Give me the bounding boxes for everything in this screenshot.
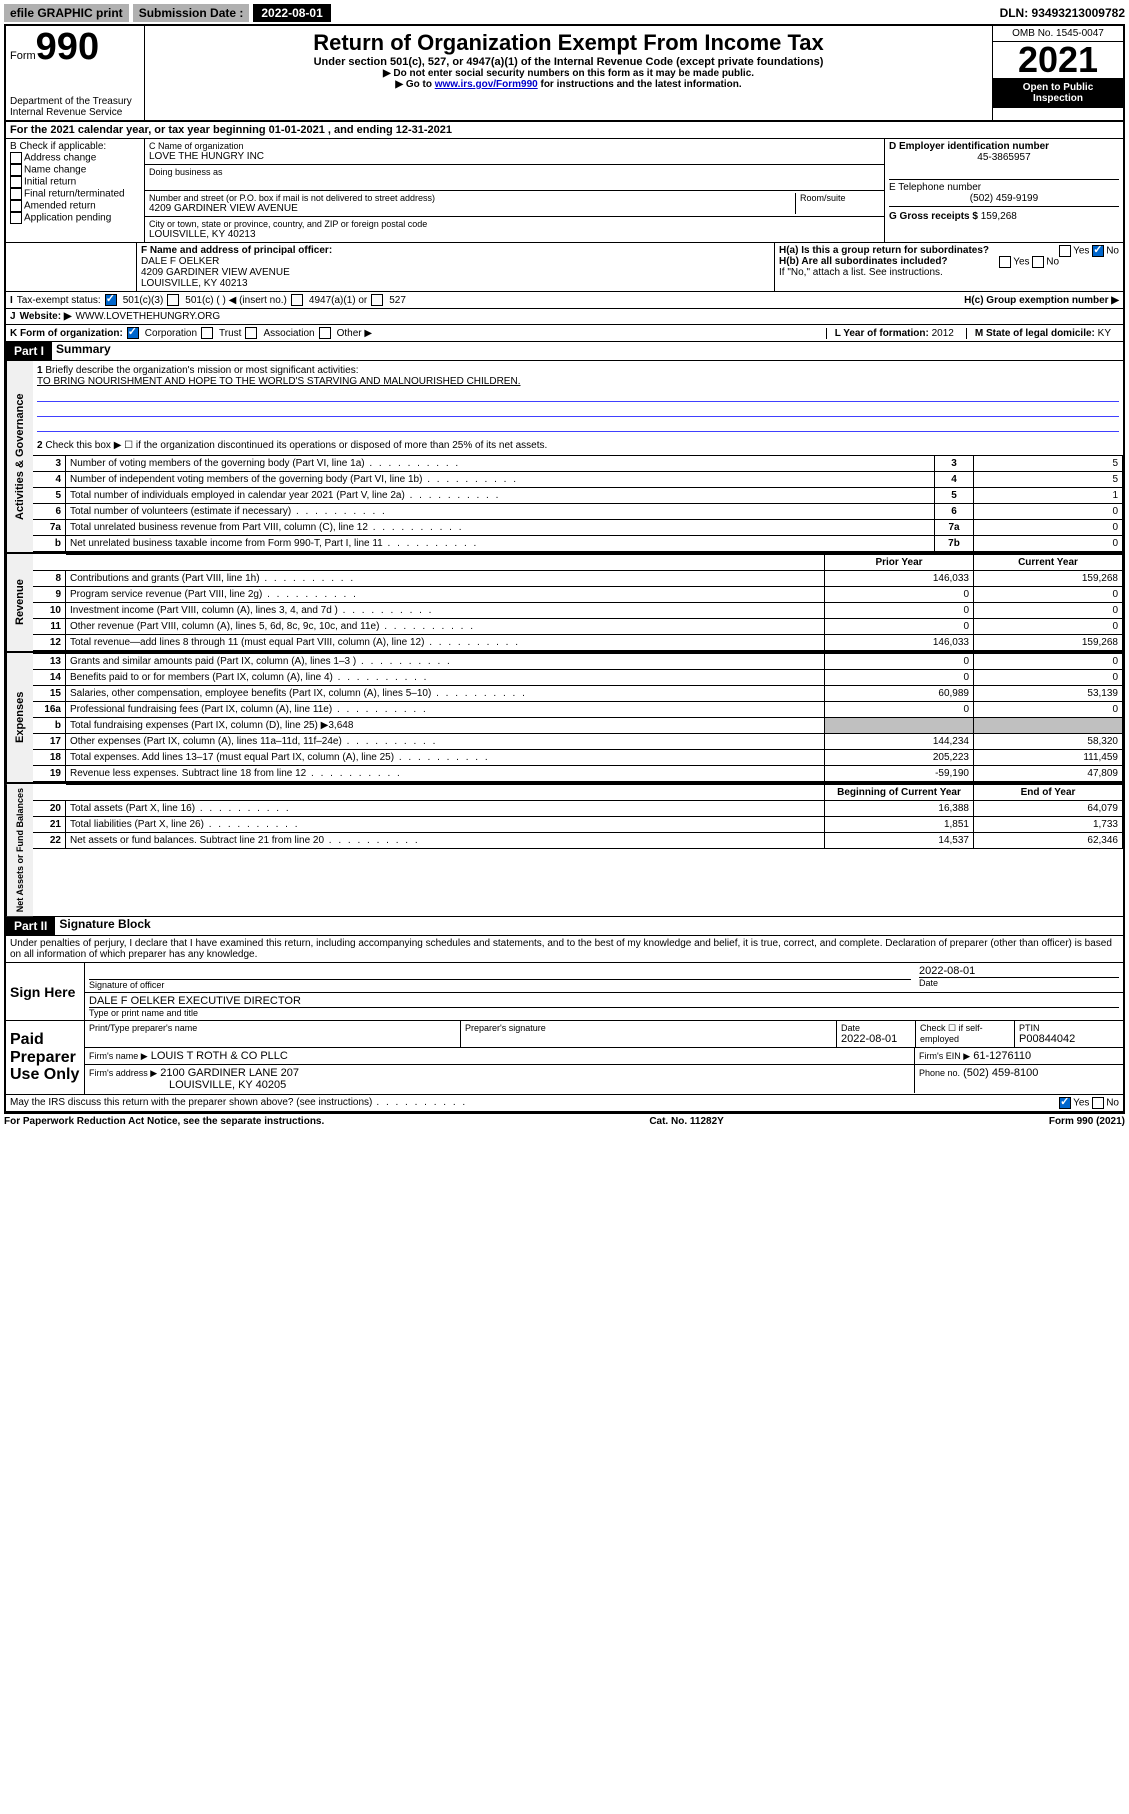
trust-checkbox[interactable] (201, 327, 213, 339)
ein: 45-3865957 (889, 152, 1119, 163)
discuss-yes-checkbox[interactable] (1059, 1097, 1071, 1109)
vert-expenses: Expenses (6, 653, 33, 782)
top-bar: efile GRAPHIC print Submission Date : 20… (4, 4, 1125, 22)
vert-revenue: Revenue (6, 554, 33, 651)
hb-no-checkbox[interactable] (1032, 256, 1044, 268)
inspection-label: Open to PublicInspection (993, 78, 1123, 108)
part-1-governance: Activities & Governance 1 Briefly descri… (6, 361, 1123, 554)
form-note-2: ▶ Go to www.irs.gov/Form990 for instruct… (149, 79, 988, 90)
527-checkbox[interactable] (371, 294, 383, 306)
other-checkbox[interactable] (319, 327, 331, 339)
firm-phone: (502) 459-8100 (963, 1067, 1038, 1079)
officer-name: DALE F OELKER (141, 256, 770, 267)
501c3-checkbox[interactable] (105, 294, 117, 306)
ha-no-checkbox[interactable] (1092, 245, 1104, 257)
sig-date: 2022-08-01 (919, 965, 1119, 977)
col-b-checkboxes: B Check if applicable: Address change Na… (6, 139, 145, 242)
part-1-header: Part I (6, 342, 52, 360)
col-d-numbers: D Employer identification number 45-3865… (885, 139, 1123, 242)
irs-label: Internal Revenue Service (10, 107, 140, 118)
firm-name: LOUIS T ROTH & CO PLLC (151, 1050, 288, 1062)
assoc-checkbox[interactable] (245, 327, 257, 339)
form-title: Return of Organization Exempt From Incom… (149, 30, 988, 56)
part-2-header-row: Part II Signature Block (6, 917, 1123, 936)
org-street: 4209 GARDINER VIEW AVENUE (149, 203, 795, 214)
form-header: Form990 Department of the Treasury Inter… (6, 26, 1123, 122)
paid-preparer-block: Paid Preparer Use Only Print/Type prepar… (6, 1021, 1123, 1095)
discuss-no-checkbox[interactable] (1092, 1097, 1104, 1109)
phone: (502) 459-9199 (889, 193, 1119, 204)
row-j-website: J Website: ▶ WWW.LOVETHEHUNGRY.ORG (6, 309, 1123, 325)
revenue-table: Prior YearCurrent Year8Contributions and… (33, 554, 1123, 651)
info-grid: B Check if applicable: Address change Na… (6, 139, 1123, 243)
form-number: 990 (36, 26, 99, 68)
mission-text: TO BRING NOURISHMENT AND HOPE TO THE WOR… (37, 376, 520, 387)
tax-year: 2021 (993, 42, 1123, 78)
part-1-header-row: Part I Summary (6, 342, 1123, 361)
form-title-box: Return of Organization Exempt From Incom… (145, 26, 992, 120)
row-i-status: I Tax-exempt status: 501(c)(3) 501(c) ( … (6, 292, 1123, 309)
col-c-org-info: C Name of organization LOVE THE HUNGRY I… (145, 139, 885, 242)
corp-checkbox[interactable] (127, 327, 139, 339)
part-2-header: Part II (6, 917, 55, 935)
form-container: Form990 Department of the Treasury Inter… (4, 24, 1125, 1114)
name-change-checkbox[interactable] (10, 164, 22, 176)
final-return-checkbox[interactable] (10, 188, 22, 200)
year-formation: 2012 (932, 328, 954, 339)
dln: DLN: 93493213009782 (1000, 6, 1125, 20)
part-1-net: Net Assets or Fund Balances Beginning of… (6, 784, 1123, 917)
org-name: LOVE THE HUNGRY INC (149, 151, 880, 162)
page-footer: For Paperwork Reduction Act Notice, see … (4, 1114, 1125, 1129)
efile-label: efile GRAPHIC print (4, 4, 129, 22)
officer-name-title: DALE F OELKER EXECUTIVE DIRECTOR (89, 995, 1119, 1007)
vert-governance: Activities & Governance (6, 361, 33, 552)
gross-receipts: 159,268 (981, 211, 1017, 222)
vert-net-assets: Net Assets or Fund Balances (6, 784, 33, 916)
ha-yes-checkbox[interactable] (1059, 245, 1071, 257)
part-1-revenue: Revenue Prior YearCurrent Year8Contribut… (6, 554, 1123, 653)
org-city: LOUISVILLE, KY 40213 (149, 229, 880, 240)
submission-date: 2022-08-01 (253, 4, 330, 22)
initial-return-checkbox[interactable] (10, 176, 22, 188)
form-id-box: Form990 Department of the Treasury Inter… (6, 26, 145, 120)
firm-ein: 61-1276110 (973, 1050, 1031, 1062)
4947-checkbox[interactable] (291, 294, 303, 306)
part-1-expenses: Expenses 13Grants and similar amounts pa… (6, 653, 1123, 784)
501c-checkbox[interactable] (167, 294, 179, 306)
form-subtitle: Under section 501(c), 527, or 4947(a)(1)… (149, 56, 988, 68)
net-assets-table: Beginning of Current YearEnd of Year20To… (33, 784, 1123, 849)
state-domicile: KY (1098, 328, 1111, 339)
addr-change-checkbox[interactable] (10, 152, 22, 164)
row-k-form-org: K Form of organization: Corporation Trus… (6, 325, 1123, 342)
hb-yes-checkbox[interactable] (999, 256, 1011, 268)
may-irs-discuss: May the IRS discuss this return with the… (6, 1095, 1123, 1112)
perjury-declaration: Under penalties of perjury, I declare th… (6, 936, 1123, 963)
amended-return-checkbox[interactable] (10, 200, 22, 212)
form-note-1: ▶ Do not enter social security numbers o… (149, 68, 988, 79)
sign-here-block: Sign Here Signature of officer 2022-08-0… (6, 963, 1123, 1021)
expenses-table: 13Grants and similar amounts paid (Part … (33, 653, 1123, 782)
website: WWW.LOVETHEHUNGRY.ORG (76, 311, 221, 322)
submission-label: Submission Date : (133, 4, 250, 22)
officer-row: F Name and address of principal officer:… (6, 243, 1123, 292)
governance-table: 3Number of voting members of the governi… (33, 455, 1123, 552)
dept-label: Department of the Treasury (10, 96, 140, 107)
ptin: P00844042 (1019, 1033, 1119, 1045)
irs-link[interactable]: www.irs.gov/Form990 (435, 79, 538, 90)
section-a: For the 2021 calendar year, or tax year … (6, 122, 1123, 139)
form-year-box: OMB No. 1545-0047 2021 Open to PublicIns… (992, 26, 1123, 120)
app-pending-checkbox[interactable] (10, 212, 22, 224)
